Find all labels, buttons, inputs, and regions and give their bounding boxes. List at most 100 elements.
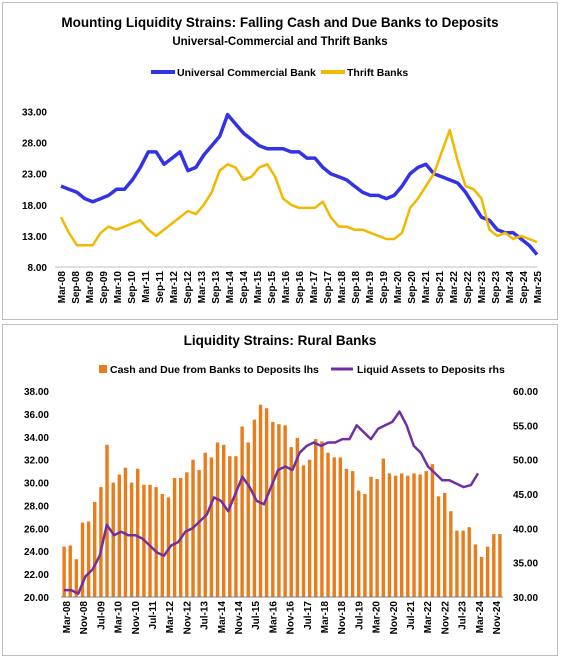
bar-cash-due <box>492 534 496 597</box>
legend-label: Liquid Assets to Deposits rhs <box>357 364 505 376</box>
series-line-universal-commercial <box>60 112 539 256</box>
x-tick-label: Mar-18 <box>320 601 331 634</box>
y-right-tick-label: 50.00 <box>513 456 538 467</box>
y-left-tick-label: 36.00 <box>24 410 49 421</box>
bar-cash-due <box>350 471 355 597</box>
y-left-tick-label: 38.00 <box>24 387 49 398</box>
bar-cash-due <box>363 494 367 597</box>
x-tick-label: Sep-08 <box>71 271 82 304</box>
x-tick-label: Jul-13 <box>200 601 211 630</box>
bar-cash-due <box>332 457 336 597</box>
bar-cash-due <box>197 470 201 597</box>
bar-cash-due <box>246 442 250 597</box>
bar-cash-due <box>111 482 115 597</box>
y-left-tick-label: 20.00 <box>24 593 49 604</box>
x-tick-label: Mar-19 <box>365 271 376 304</box>
x-tick-label: Sep-21 <box>435 271 446 304</box>
bar-cash-due <box>320 441 324 597</box>
x-tick-label: Nov-16 <box>286 601 297 635</box>
bar-cash-due <box>338 457 343 597</box>
bar-cash-due <box>252 419 257 597</box>
x-tick-label: Mar-25 <box>533 271 544 304</box>
x-tick-label: Nov-24 <box>492 601 503 635</box>
y-left-tick-label: 34.00 <box>24 433 49 444</box>
x-tick-label: Sep-20 <box>407 271 418 304</box>
x-tick-label: Mar-17 <box>309 271 320 304</box>
bar-cash-due <box>215 442 220 597</box>
x-tick-label: Mar-22 <box>449 271 460 304</box>
x-tick-label: Mar-21 <box>421 271 432 304</box>
x-tick-label: Mar-12 <box>165 601 176 634</box>
x-tick-label: Jul-09 <box>96 601 107 630</box>
x-tick-label: Sep-12 <box>183 271 194 304</box>
y-tick-label: 28.00 <box>22 139 47 150</box>
y-left-tick-label: 24.00 <box>24 547 49 558</box>
y-right-tick-label: 40.00 <box>513 524 538 535</box>
x-tick-label: Sep-24 <box>519 271 530 304</box>
bar-line-chart-rural-banks: Liquidity Strains: Rural Banks Cash and D… <box>24 333 538 635</box>
x-tick-label: Mar-24 <box>475 601 486 634</box>
x-tick-label: Mar-10 <box>113 271 124 304</box>
x-tick-label: Sep-09 <box>99 271 110 304</box>
x-tick-label: Jul-23 <box>458 601 469 630</box>
bar-cash-due <box>62 546 66 597</box>
x-tick-label: Nov-14 <box>234 601 245 635</box>
bar-cash-due <box>436 496 441 597</box>
x-tick-label: Mar-16 <box>281 271 292 304</box>
x-tick-label: Mar-08 <box>62 601 73 634</box>
bar-cash-due <box>418 474 422 597</box>
x-tick-label: Sep-16 <box>295 271 306 304</box>
x-tick-label: Sep-15 <box>267 271 278 304</box>
bar-cash-due <box>430 464 435 597</box>
y-tick-label: 23.00 <box>22 170 47 181</box>
y-tick-label: 33.00 <box>22 107 47 118</box>
x-tick-label: Nov-18 <box>337 601 348 635</box>
bar-cash-due <box>185 472 189 597</box>
bar-cash-due <box>344 468 349 597</box>
x-tick-label: Mar-14 <box>217 601 228 634</box>
x-tick-label: Sep-18 <box>351 271 362 304</box>
x-tick-label: Mar-23 <box>477 271 488 304</box>
x-tick-label: Mar-08 <box>57 271 68 304</box>
series-line-liquid-assets <box>64 410 480 595</box>
y-right-tick-label: 55.00 <box>513 421 538 432</box>
bar-cash-due <box>209 457 214 597</box>
line-chart-commercial-thrift: Mounting Liquidity Strains: Falling Cash… <box>22 15 544 304</box>
bar-cash-due <box>129 482 134 597</box>
series-line-thrift <box>59 128 538 247</box>
bar-cash-due <box>99 487 103 597</box>
chart-title: Mounting Liquidity Strains: Falling Cash… <box>61 15 498 30</box>
bar-cash-due <box>400 473 404 597</box>
x-tick-label: Mar-18 <box>337 271 348 304</box>
y-right-tick-label: 45.00 <box>513 490 538 501</box>
x-tick-label: Jul-17 <box>303 601 314 630</box>
x-tick-label: Mar-11 <box>141 271 152 303</box>
y-left-tick-label: 30.00 <box>24 479 49 490</box>
legend-swatch <box>99 365 107 373</box>
x-tick-label: Jul-11 <box>148 601 159 630</box>
y-right-tick-label: 60.00 <box>513 387 538 398</box>
x-tick-label: Jul-21 <box>406 601 417 630</box>
x-tick-label: Nov-12 <box>182 601 193 635</box>
bar-cash-due <box>222 444 226 597</box>
x-tick-label: Jul-15 <box>251 601 262 630</box>
legend-label: Universal Commercial Bank <box>177 67 316 79</box>
x-tick-label: Sep-17 <box>323 271 334 304</box>
bar-cash-due <box>136 468 140 597</box>
bar-cash-due <box>369 476 373 597</box>
bar-cash-due <box>264 408 269 597</box>
y-left-tick-label: 22.00 <box>24 570 49 581</box>
bar-cash-due <box>479 556 484 597</box>
bar-cash-due <box>105 444 109 597</box>
bar-cash-due <box>443 492 447 597</box>
bar-cash-due <box>160 494 165 597</box>
x-tick-label: Mar-16 <box>268 601 279 634</box>
x-tick-label: Mar-14 <box>225 271 236 304</box>
bar-cash-due <box>117 474 122 597</box>
bar-cash-due <box>424 471 428 597</box>
bar-cash-due <box>258 404 263 597</box>
x-tick-label: Nov-08 <box>79 601 90 635</box>
x-tick-label: Mar-12 <box>169 271 180 304</box>
chart-panel-rural-banks: Liquidity Strains: Rural Banks Cash and D… <box>2 324 558 656</box>
x-tick-label: Jul-19 <box>354 601 365 630</box>
